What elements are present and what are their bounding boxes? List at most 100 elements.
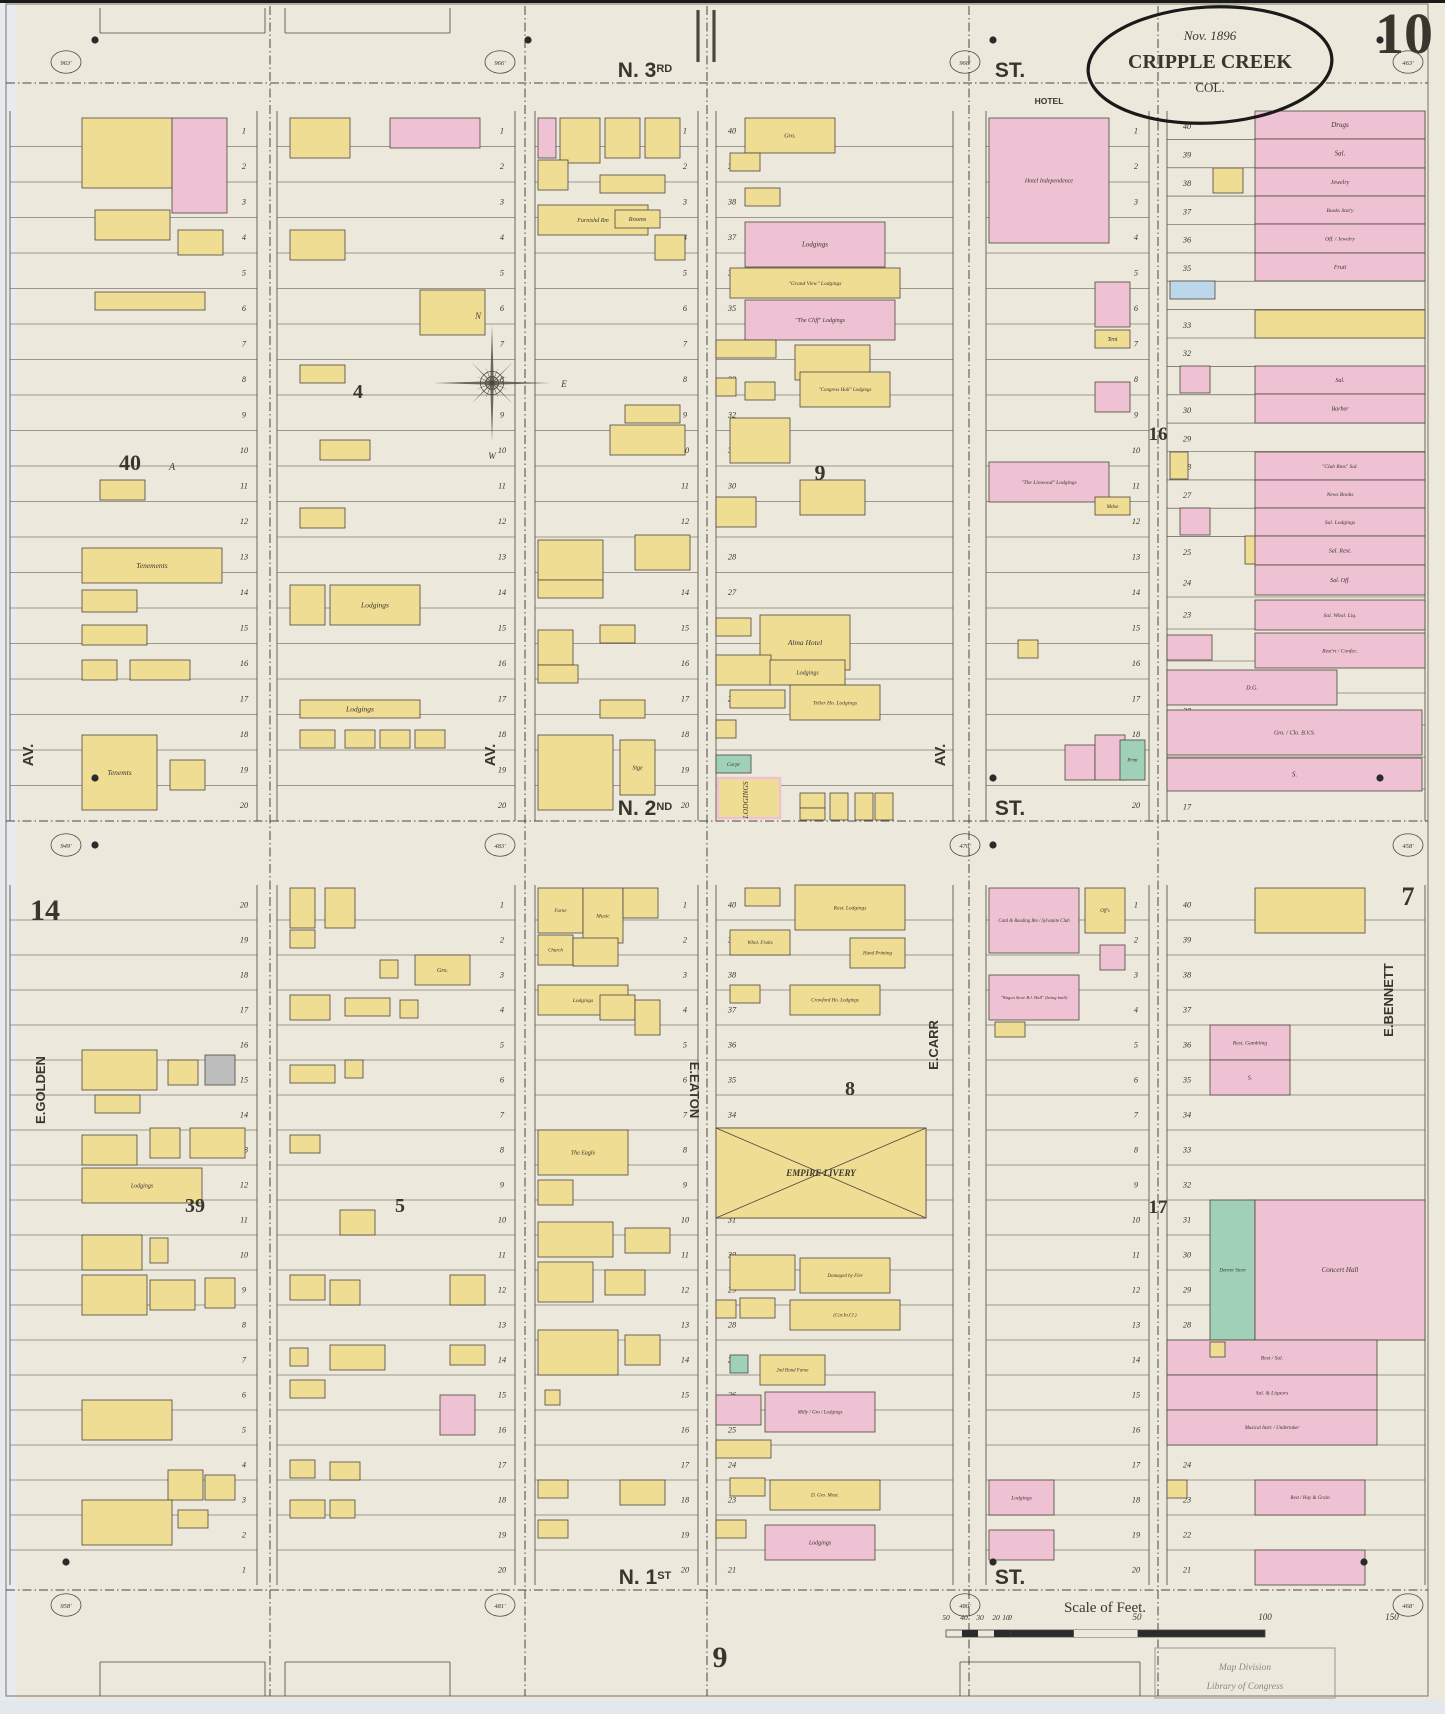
- svg-text:D. Gro. Meat.: D. Gro. Meat.: [810, 1494, 839, 1499]
- svg-text:28: 28: [1183, 1320, 1192, 1329]
- svg-text:15: 15: [681, 1390, 689, 1399]
- svg-text:21: 21: [1183, 1565, 1191, 1574]
- svg-text:36: 36: [1182, 1040, 1192, 1049]
- svg-text:12: 12: [498, 517, 506, 526]
- svg-text:1: 1: [242, 1565, 246, 1574]
- svg-text:3: 3: [1133, 198, 1138, 207]
- svg-text:30: 30: [1182, 1250, 1192, 1259]
- svg-text:15: 15: [681, 624, 689, 633]
- svg-text:Library of Congress: Library of Congress: [1206, 1681, 1284, 1692]
- svg-text:17: 17: [681, 1460, 690, 1469]
- svg-text:Mdse: Mdse: [1106, 504, 1119, 510]
- svg-text:37: 37: [727, 233, 737, 242]
- svg-text:"The Linwood" Lodgings: "The Linwood" Lodgings: [1021, 480, 1076, 486]
- svg-text:5: 5: [242, 1425, 246, 1434]
- svg-text:3: 3: [682, 970, 687, 979]
- svg-text:17: 17: [240, 695, 249, 704]
- svg-text:Gro.: Gro.: [437, 968, 448, 974]
- svg-text:21: 21: [728, 1565, 736, 1574]
- svg-text:23: 23: [1183, 610, 1191, 619]
- svg-text:10: 10: [240, 446, 249, 455]
- svg-text:8: 8: [845, 1078, 855, 1100]
- svg-text:Furnishd Rm: Furnishd Rm: [576, 218, 609, 224]
- svg-text:17: 17: [1149, 1197, 1169, 1218]
- svg-text:Off's: Off's: [1100, 909, 1109, 914]
- svg-text:1: 1: [1134, 900, 1138, 909]
- svg-text:18: 18: [498, 1495, 507, 1504]
- svg-text:Gro. / Clo. B.V.S.: Gro. / Clo. B.V.S.: [1274, 730, 1315, 736]
- svg-text:16: 16: [681, 659, 690, 668]
- svg-text:Sal.: Sal.: [1335, 150, 1346, 158]
- svg-text:16: 16: [1132, 1425, 1141, 1434]
- svg-text:"Wagon Store B.I. Hall" (being: "Wagon Store B.I. Hall" (being built): [1001, 995, 1068, 1000]
- svg-text:Books Stat'y: Books Stat'y: [1327, 208, 1355, 214]
- svg-text:Teller Ho. Lodgings: Teller Ho. Lodgings: [813, 700, 857, 706]
- svg-text:(Cor.In.Cl.): (Cor.In.Cl.): [833, 1314, 857, 1319]
- svg-text:Sal. Lodgings: Sal. Lodgings: [1325, 520, 1355, 526]
- svg-text:11: 11: [240, 1215, 248, 1224]
- svg-text:CRIPPLE CREEK: CRIPPLE CREEK: [1128, 51, 1292, 73]
- svg-text:38: 38: [1182, 970, 1192, 979]
- svg-text:1: 1: [500, 900, 504, 909]
- svg-text:15: 15: [498, 1390, 506, 1399]
- svg-text:Concert Hall: Concert Hall: [1322, 1266, 1359, 1274]
- svg-text:Drugs: Drugs: [1330, 121, 1349, 129]
- svg-text:Stge: Stge: [632, 765, 643, 771]
- svg-text:4: 4: [1134, 1005, 1138, 1014]
- svg-text:39: 39: [1182, 151, 1192, 160]
- svg-text:4: 4: [500, 1005, 504, 1014]
- svg-text:Rooms: Rooms: [628, 216, 647, 223]
- svg-text:10: 10: [498, 446, 507, 455]
- svg-text:1: 1: [683, 127, 687, 136]
- svg-text:30: 30: [975, 1613, 984, 1622]
- svg-text:Rest. Lodgings: Rest. Lodgings: [833, 905, 867, 911]
- svg-text:14: 14: [681, 588, 689, 597]
- svg-text:16: 16: [1149, 424, 1168, 445]
- svg-text:34: 34: [727, 1110, 736, 1119]
- svg-text:40: 40: [728, 127, 737, 136]
- svg-text:Lodgings: Lodgings: [572, 998, 593, 1004]
- svg-text:14: 14: [498, 1355, 506, 1364]
- svg-text:19: 19: [498, 1530, 507, 1539]
- svg-text:2: 2: [242, 162, 246, 171]
- svg-text:32: 32: [1182, 349, 1191, 358]
- svg-text:24: 24: [1183, 1460, 1191, 1469]
- svg-text:ST.: ST.: [995, 59, 1025, 82]
- svg-text:13: 13: [498, 1320, 506, 1329]
- svg-text:2: 2: [683, 162, 687, 171]
- svg-text:N: N: [474, 311, 482, 321]
- svg-text:E.EATON: E.EATON: [687, 1062, 702, 1119]
- svg-text:Hotel Independence: Hotel Independence: [1024, 178, 1073, 184]
- svg-text:19: 19: [498, 766, 507, 775]
- svg-text:Lodgings: Lodgings: [801, 241, 828, 249]
- svg-text:12: 12: [681, 1285, 689, 1294]
- svg-text:35: 35: [1182, 1075, 1191, 1084]
- svg-text:11: 11: [681, 1250, 689, 1259]
- svg-text:20: 20: [1132, 801, 1141, 810]
- svg-text:13: 13: [681, 1320, 689, 1329]
- svg-text:481': 481': [494, 1603, 506, 1610]
- svg-text:S.: S.: [1292, 771, 1298, 779]
- svg-text:3: 3: [499, 970, 504, 979]
- svg-text:14: 14: [240, 1110, 248, 1119]
- svg-text:E.GOLDEN: E.GOLDEN: [33, 1056, 48, 1124]
- svg-text:958': 958': [60, 1603, 72, 1610]
- svg-text:7: 7: [1402, 882, 1415, 911]
- svg-text:18: 18: [498, 730, 507, 739]
- svg-text:20: 20: [1132, 1565, 1141, 1574]
- svg-text:40: 40: [728, 900, 737, 909]
- svg-text:12: 12: [240, 517, 248, 526]
- svg-text:14: 14: [240, 588, 248, 597]
- svg-text:37: 37: [1182, 1005, 1192, 1014]
- svg-text:Off. / Jewelry: Off. / Jewelry: [1325, 235, 1355, 242]
- svg-text:12: 12: [1132, 517, 1140, 526]
- svg-text:S.: S.: [1248, 1075, 1253, 1081]
- svg-text:5: 5: [683, 269, 687, 278]
- svg-text:Barber: Barber: [1332, 406, 1350, 412]
- svg-text:20: 20: [681, 1565, 690, 1574]
- svg-text:16: 16: [498, 659, 507, 668]
- svg-text:12: 12: [240, 1180, 248, 1189]
- svg-text:38: 38: [727, 198, 737, 207]
- svg-text:E: E: [560, 379, 567, 389]
- svg-text:37: 37: [727, 1005, 737, 1014]
